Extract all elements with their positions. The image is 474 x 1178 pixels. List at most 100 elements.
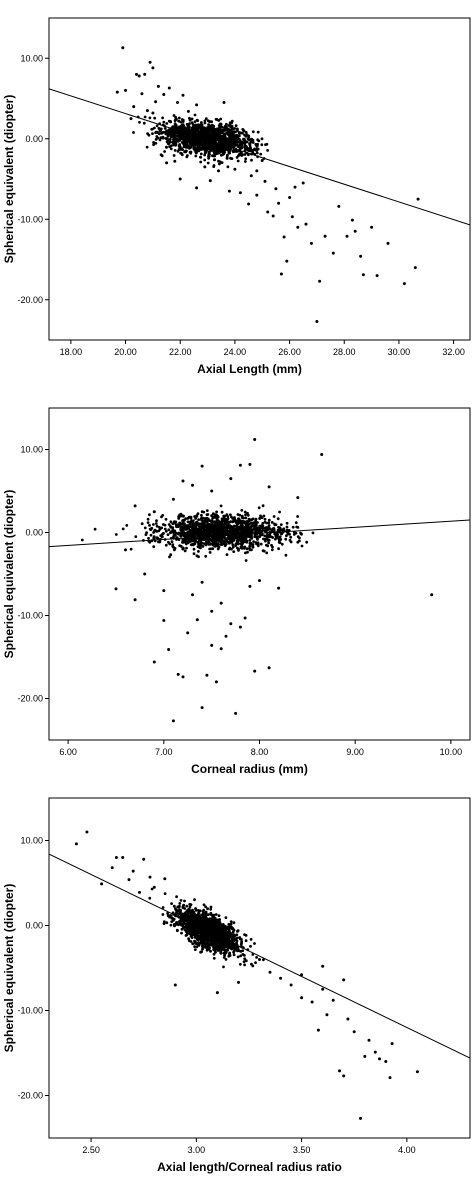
data-point [245,528,249,532]
data-point [173,133,176,137]
data-point [235,941,239,945]
data-point [162,531,165,535]
data-point [204,537,208,541]
data-point [227,128,231,132]
data-point [121,527,125,531]
x-tick-label: 28.00 [333,347,356,357]
scatter-chart-axial-length: 18.00 20.00 22.00 24.00 26.00 28.00 30.00 32.00… [2,17,471,376]
data-point [232,550,236,553]
data-point [171,141,175,145]
data-point [201,523,204,527]
data-point [244,157,248,161]
data-point [189,543,193,547]
data-point [311,531,315,535]
data-point [247,534,251,538]
data-point [178,544,182,548]
data-point [290,215,294,219]
data-point [179,528,183,532]
data-point [201,944,204,947]
data-point [211,938,215,942]
data-point [219,117,223,121]
data-point [299,532,303,535]
data-point [194,521,198,524]
data-point [263,179,267,183]
data-point [198,147,201,150]
data-point [205,525,209,529]
data-point [132,131,135,134]
y-tick-label: 10.00 [20,53,43,63]
data-point [224,958,228,961]
data-point [195,118,199,122]
data-point [178,909,182,913]
data-point [240,542,244,546]
data-point [261,521,265,525]
data-point [285,521,289,525]
data-point [227,922,231,926]
data-point [236,140,239,144]
data-point [304,222,308,226]
data-point [152,141,156,144]
y-tick-label: -10.00 [17,214,43,224]
data-point [197,911,201,915]
data-point [169,147,173,151]
data-point [143,115,147,119]
data-point [273,523,277,527]
data-point [200,134,204,138]
data-point [350,218,354,222]
data-point [182,528,185,531]
data-point [229,920,233,923]
data-point [200,513,203,517]
data-point [231,150,235,154]
data-point [212,515,215,519]
x-tick-label: 8.00 [251,747,269,757]
data-point [232,939,236,943]
data-point [226,948,230,952]
data-point [196,909,200,912]
data-point [249,938,253,941]
data-point [207,945,211,949]
y-tick-label: -10.00 [17,611,43,621]
data-point [188,520,191,524]
data-point [266,533,269,537]
data-point [216,543,220,547]
data-point [264,539,267,543]
data-point [203,121,207,125]
data-point [201,126,205,130]
data-point [218,127,221,131]
data-point [142,121,146,125]
data-point [201,910,205,913]
data-point [244,522,248,526]
data-point [158,526,161,529]
data-point [236,513,240,516]
data-point [215,522,219,526]
data-point [204,554,208,558]
data-point [189,934,193,938]
data-point [209,907,213,911]
data-point [260,159,264,162]
data-point [197,518,201,522]
data-point [215,510,219,514]
data-point [221,946,225,949]
data-point [240,508,244,512]
data-point [173,531,177,534]
data-point [203,165,207,169]
data-point [153,126,156,130]
data-point [226,933,230,937]
data-point [300,973,304,977]
data-point [232,137,236,141]
data-point [281,528,284,532]
data-point [220,543,224,546]
data-point [216,520,219,523]
data-point [190,126,194,130]
data-point [183,136,187,140]
data-point [165,122,169,125]
data-point [201,144,205,148]
x-tick-label: 2.50 [82,1145,100,1155]
data-point [207,152,211,156]
data-point [226,153,229,157]
data-point [178,902,182,905]
data-point [342,1074,346,1078]
data-point [206,126,209,129]
data-point [215,146,219,150]
data-point [151,66,155,70]
